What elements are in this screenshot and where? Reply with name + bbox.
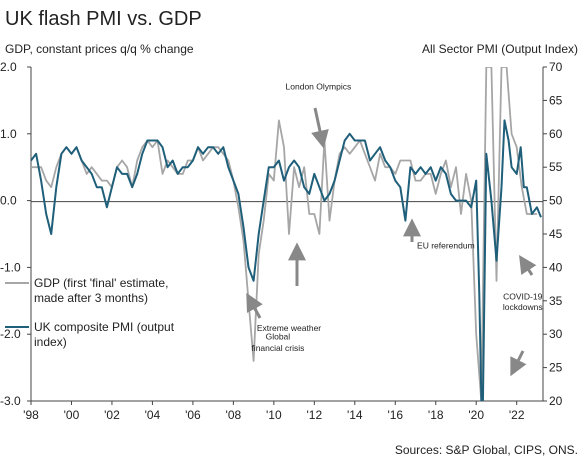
right-tick-label: 60: [549, 127, 563, 141]
x-tick-label: '04: [145, 408, 161, 422]
gdp-series-line: [31, 67, 537, 401]
right-tick-label: 20: [549, 394, 563, 408]
left-tick-label: -2.0: [0, 327, 21, 341]
x-tick-label: '08: [226, 408, 242, 422]
financial-crisis-arrow: [246, 292, 263, 319]
right-tick-label: 40: [549, 260, 563, 274]
annotation-arrows: [246, 107, 537, 377]
annotation-label: COVID-19: [503, 291, 542, 301]
legend-pmi-label: UK composite PMI (output index): [34, 320, 175, 349]
left-tick-label: 0.0: [0, 194, 17, 208]
legend: GDP (first 'final' estimate, made after 3…: [5, 276, 175, 349]
chart-title: UK flash PMI vs. GDP: [5, 8, 202, 30]
pmi-series-line: [31, 119, 542, 401]
covid-arrow-down: [510, 350, 527, 377]
left-tick-label: -1.0: [0, 260, 21, 274]
right-axis-title: All Sector PMI (Output Index): [422, 42, 578, 56]
legend-gdp-label: GDP (first 'final' estimate, made after 3…: [34, 276, 168, 305]
annotation-label: Extreme weather: [257, 323, 321, 333]
annotation-label: lockdowns: [503, 302, 543, 312]
annotation-label: Global: [266, 332, 291, 342]
x-tick-label: '02: [104, 408, 120, 422]
right-tick-label: 35: [549, 294, 563, 308]
annotation-label: EU referendum: [417, 241, 475, 251]
annotations: London Olympics Extreme weather EU referen…: [251, 82, 542, 353]
right-tick-label: 45: [549, 227, 563, 241]
x-tick-label: '00: [64, 408, 80, 422]
right-tick-label: 70: [549, 60, 563, 74]
left-tick-label: 1.0: [0, 127, 17, 141]
london-olympics-arrow: [311, 107, 329, 149]
x-tick-label: '98: [23, 408, 39, 422]
source-note: Sources: S&P Global, CIPS, ONS.: [395, 443, 578, 457]
x-tick-label: '10: [266, 408, 282, 422]
x-tick-label: '06: [185, 408, 201, 422]
right-tick-label: 55: [549, 160, 563, 174]
x-tick-label: '18: [428, 408, 444, 422]
x-tick-label: '20: [468, 408, 484, 422]
right-tick-label: 25: [549, 361, 563, 375]
x-tick-label: '12: [306, 408, 322, 422]
x-tick-label: '16: [387, 408, 403, 422]
tick-labels: 2.0 1.0 0.0 -1.0 -2.0 -3.0 70 65 60 55 50 45 40 35 30 2…: [0, 60, 563, 422]
covid-arrow-up: [519, 254, 537, 276]
right-tick-label: 65: [549, 93, 563, 107]
left-tick-label: -3.0: [0, 394, 21, 408]
x-tick-label: '22: [509, 408, 525, 422]
annotation-label: financial crisis: [251, 343, 304, 353]
left-tick-label: 2.0: [0, 60, 17, 74]
right-tick-label: 50: [549, 194, 563, 208]
x-tick-label: '14: [347, 408, 363, 422]
left-axis-title: GDP, constant prices q/q % change: [5, 42, 194, 56]
annotation-label: London Olympics: [286, 82, 352, 92]
right-tick-label: 30: [549, 327, 563, 341]
